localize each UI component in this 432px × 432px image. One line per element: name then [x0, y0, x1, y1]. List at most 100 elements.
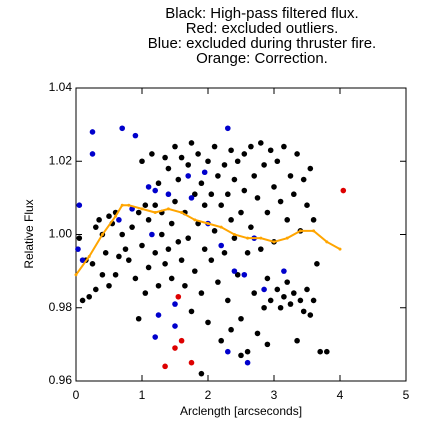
correction-point	[219, 225, 223, 229]
correction-point	[285, 236, 289, 240]
point	[76, 235, 83, 241]
point	[248, 143, 254, 150]
y-axis-label: Relative Flux	[22, 199, 36, 268]
correction-point	[180, 211, 184, 215]
point	[75, 246, 81, 252]
point	[145, 184, 152, 190]
title-line: Blue: excluded during thruster fire.	[148, 35, 376, 52]
point	[149, 151, 155, 157]
correction-point	[232, 233, 236, 236]
point	[168, 220, 175, 227]
correction-point	[246, 236, 250, 240]
point	[225, 297, 231, 304]
point	[93, 224, 99, 230]
point	[79, 297, 86, 304]
point	[185, 235, 191, 241]
point	[205, 158, 211, 165]
point	[241, 151, 248, 157]
point	[119, 231, 125, 238]
point	[251, 173, 257, 179]
point	[112, 271, 119, 278]
point	[172, 301, 178, 307]
y-tick-label: 1.02	[49, 153, 73, 167]
point	[228, 326, 234, 333]
point	[198, 290, 205, 296]
point	[287, 301, 294, 307]
point	[261, 286, 267, 293]
point	[264, 209, 271, 216]
point	[142, 290, 149, 296]
point	[310, 217, 317, 223]
point	[294, 151, 300, 157]
point	[238, 315, 244, 322]
point	[310, 297, 317, 304]
correction-point	[193, 218, 197, 222]
point	[188, 308, 195, 315]
point	[162, 363, 168, 370]
correction-point	[272, 240, 276, 244]
point	[116, 217, 122, 223]
point	[241, 271, 248, 278]
point	[294, 337, 300, 344]
point	[274, 286, 281, 293]
point	[244, 348, 251, 355]
point	[244, 250, 251, 256]
point	[254, 330, 261, 337]
y-tick-label: 0.96	[49, 373, 73, 387]
point	[225, 348, 231, 355]
point	[277, 198, 284, 205]
point	[248, 224, 254, 230]
point	[218, 242, 224, 249]
point	[208, 191, 215, 198]
x-tick-label: 4	[337, 388, 344, 402]
point	[231, 176, 238, 183]
correction-point	[114, 214, 118, 218]
point	[234, 271, 241, 278]
correction-point	[338, 247, 342, 251]
point	[165, 246, 172, 252]
point	[195, 151, 201, 157]
point	[231, 235, 238, 241]
point	[162, 154, 168, 161]
point	[142, 202, 149, 208]
point	[201, 246, 208, 252]
point	[291, 290, 297, 296]
point	[185, 173, 191, 179]
point	[185, 162, 191, 168]
point	[264, 275, 271, 282]
point	[139, 242, 145, 249]
point	[145, 264, 152, 271]
correction-point	[312, 229, 316, 233]
point	[284, 217, 291, 223]
point	[277, 304, 284, 311]
point	[93, 286, 99, 293]
point	[307, 312, 314, 318]
point	[274, 158, 281, 165]
point	[317, 348, 324, 355]
point	[267, 147, 274, 154]
title-line: Orange: Correction.	[196, 50, 328, 67]
point	[215, 173, 221, 179]
point	[340, 187, 347, 194]
point	[89, 261, 96, 267]
point	[188, 195, 195, 201]
point	[241, 187, 248, 194]
point	[178, 154, 185, 161]
point	[198, 370, 205, 377]
correction-point	[325, 240, 329, 244]
point	[178, 337, 185, 344]
point	[192, 191, 198, 198]
correction-point	[259, 236, 263, 240]
correction-point	[127, 203, 131, 207]
x-tick-label: 1	[139, 388, 146, 402]
point	[116, 253, 122, 260]
point	[172, 143, 178, 150]
point	[168, 275, 175, 282]
point	[145, 217, 152, 223]
point	[251, 290, 257, 296]
point	[132, 132, 139, 139]
title-line: Red: excluded outliers.	[186, 20, 339, 37]
point	[234, 158, 241, 165]
point	[281, 268, 287, 274]
correction-point	[153, 211, 157, 215]
